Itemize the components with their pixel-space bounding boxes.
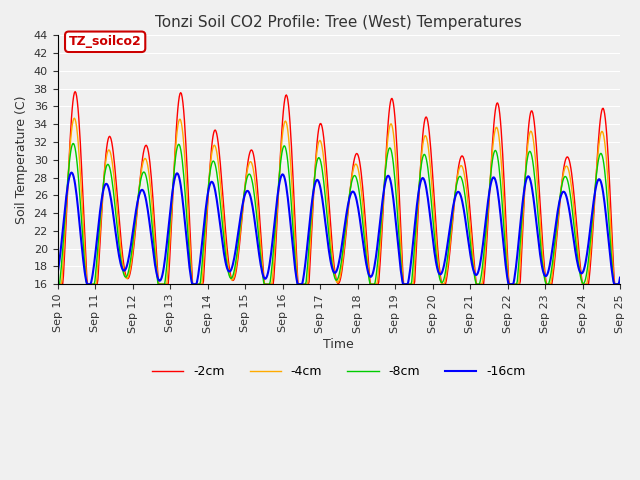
Line: -8cm: -8cm — [58, 144, 620, 284]
-8cm — [252, 202, 259, 208]
Line: -4cm: -4cm — [58, 118, 620, 284]
-4cm — [70, 115, 78, 121]
-16cm — [430, 244, 438, 250]
-16cm — [54, 271, 61, 276]
-16cm — [616, 275, 624, 280]
-2cm — [397, 241, 405, 247]
-16cm — [274, 193, 282, 199]
-4cm — [224, 259, 232, 265]
-8cm — [120, 273, 128, 278]
-8cm — [224, 266, 232, 272]
-2cm — [252, 165, 259, 171]
-8cm — [397, 268, 405, 274]
Y-axis label: Soil Temperature (C): Soil Temperature (C) — [15, 96, 28, 224]
-4cm — [616, 281, 624, 287]
Line: -2cm: -2cm — [58, 92, 620, 284]
-4cm — [429, 198, 437, 204]
-2cm — [273, 224, 280, 229]
-2cm — [54, 281, 61, 287]
-2cm — [224, 251, 232, 257]
X-axis label: Time: Time — [323, 338, 354, 351]
-2cm — [429, 178, 437, 183]
-2cm — [616, 281, 624, 287]
-4cm — [252, 183, 259, 189]
-16cm — [68, 170, 76, 176]
-4cm — [397, 256, 405, 262]
-16cm — [252, 230, 260, 236]
-16cm — [225, 268, 232, 274]
-16cm — [84, 281, 92, 287]
Title: Tonzi Soil CO2 Profile: Tree (West) Temperatures: Tonzi Soil CO2 Profile: Tree (West) Temp… — [156, 15, 522, 30]
-8cm — [54, 281, 61, 287]
-2cm — [71, 89, 79, 95]
-8cm — [616, 281, 624, 287]
-4cm — [273, 213, 280, 218]
-16cm — [121, 267, 129, 273]
-4cm — [120, 270, 128, 276]
-2cm — [120, 265, 128, 271]
Text: TZ_soilco2: TZ_soilco2 — [68, 36, 141, 48]
-8cm — [429, 218, 437, 224]
-16cm — [398, 277, 406, 283]
-4cm — [54, 281, 61, 287]
-8cm — [69, 141, 77, 146]
Line: -16cm: -16cm — [58, 173, 620, 284]
-8cm — [273, 204, 280, 209]
Legend: -2cm, -4cm, -8cm, -16cm: -2cm, -4cm, -8cm, -16cm — [147, 360, 531, 383]
